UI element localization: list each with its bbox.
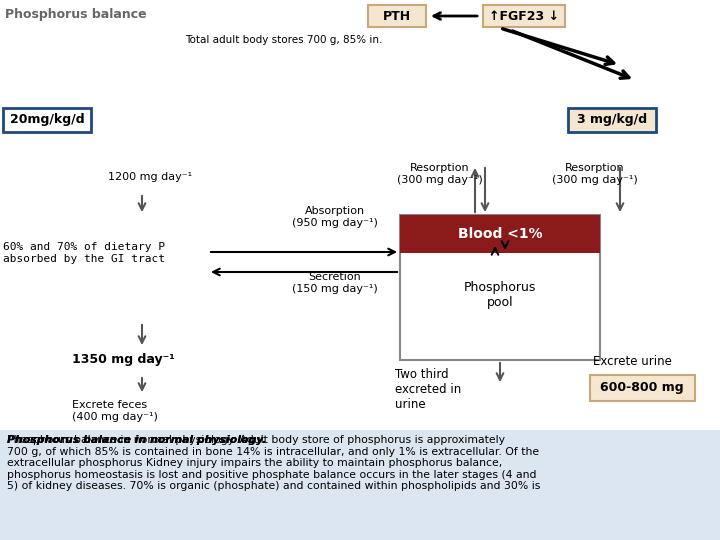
- Text: Phosphorus balance in normal physiology.: Phosphorus balance in normal physiology.: [7, 435, 266, 445]
- Bar: [3, 108, 91, 132]
- Text: Phosphorus balance in normal physiology.: Phosphorus balance in normal physiology.: [7, 435, 266, 445]
- Bar: [400, 215, 600, 360]
- Text: Resorption
(300 mg day⁻¹): Resorption (300 mg day⁻¹): [552, 163, 638, 185]
- Text: 1350 mg day⁻¹: 1350 mg day⁻¹: [72, 353, 175, 366]
- Bar: [0, 430, 720, 540]
- Bar: [368, 5, 426, 27]
- Text: 600-800 mg: 600-800 mg: [600, 381, 684, 395]
- Text: Phosphorus
pool: Phosphorus pool: [464, 281, 536, 309]
- Bar: [483, 5, 565, 27]
- Text: Total adult body stores 700 g, 85% in.: Total adult body stores 700 g, 85% in.: [185, 35, 382, 45]
- Text: 1200 mg day⁻¹: 1200 mg day⁻¹: [108, 172, 192, 182]
- Bar: [0, 0, 720, 430]
- Text: Blood <1%: Blood <1%: [458, 227, 542, 241]
- Bar: [590, 375, 695, 401]
- Text: Resorption
(300 mg day⁻¹): Resorption (300 mg day⁻¹): [397, 163, 483, 185]
- Text: Absorption
(950 mg day⁻¹): Absorption (950 mg day⁻¹): [292, 206, 378, 228]
- Text: ↑FGF23 ↓: ↑FGF23 ↓: [489, 10, 559, 23]
- Text: Excrete urine: Excrete urine: [593, 355, 672, 368]
- Bar: [400, 215, 600, 253]
- Text: Phosphorus balance: Phosphorus balance: [5, 8, 147, 21]
- Text: 20mg/kg/d: 20mg/kg/d: [9, 113, 84, 126]
- Bar: [568, 108, 656, 132]
- Text: Two third
excreted in
urine: Two third excreted in urine: [395, 368, 462, 411]
- Text: 60% and 70% of dietary P
absorbed by the GI tract: 60% and 70% of dietary P absorbed by the…: [3, 242, 165, 264]
- Text: Phosphorus balance in normal physiology. Adult body store of phosphorus is appro: Phosphorus balance in normal physiology.…: [7, 435, 541, 491]
- Text: Secretion
(150 mg day⁻¹): Secretion (150 mg day⁻¹): [292, 272, 378, 294]
- Text: Excrete feces
(400 mg day⁻¹): Excrete feces (400 mg day⁻¹): [72, 400, 158, 422]
- Text: PTH: PTH: [383, 10, 411, 23]
- Text: 3 mg/kg/d: 3 mg/kg/d: [577, 113, 647, 126]
